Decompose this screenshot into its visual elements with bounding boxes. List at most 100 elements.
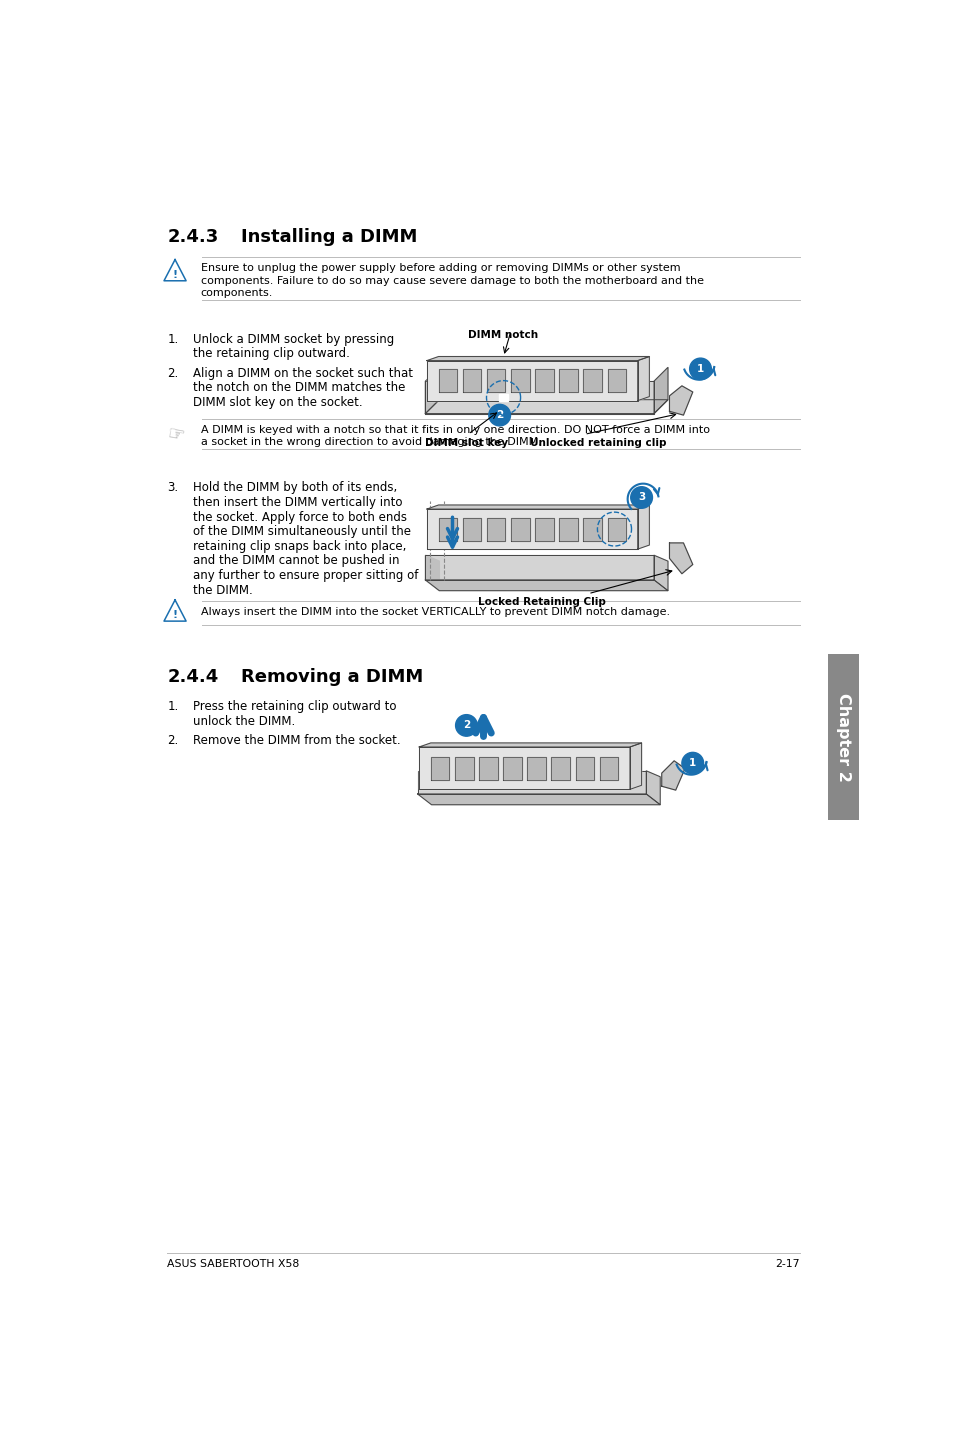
Polygon shape (654, 367, 667, 414)
Text: Press the retaining clip outward to: Press the retaining clip outward to (193, 700, 395, 713)
Text: 3.: 3. (167, 482, 178, 495)
Text: retaining clip snaps back into place,: retaining clip snaps back into place, (193, 539, 406, 552)
Text: DIMM slot key on the socket.: DIMM slot key on the socket. (193, 395, 362, 408)
Text: of the DIMM simultaneously until the: of the DIMM simultaneously until the (193, 525, 411, 538)
Polygon shape (478, 756, 497, 779)
Text: Locked Retaining Clip: Locked Retaining Clip (477, 597, 605, 607)
Polygon shape (427, 361, 637, 401)
Polygon shape (527, 756, 545, 779)
Polygon shape (669, 385, 692, 416)
Polygon shape (425, 555, 654, 580)
Text: 1.: 1. (167, 332, 178, 345)
Text: 2.: 2. (167, 733, 178, 746)
Polygon shape (575, 756, 594, 779)
Text: 2.4.3: 2.4.3 (167, 229, 218, 246)
Text: 2: 2 (462, 720, 470, 731)
Polygon shape (582, 370, 601, 393)
Polygon shape (425, 367, 439, 414)
Circle shape (630, 486, 652, 508)
Text: DIMM notch: DIMM notch (468, 329, 537, 339)
Polygon shape (438, 518, 456, 541)
Polygon shape (511, 370, 529, 393)
Text: then insert the DIMM vertically into: then insert the DIMM vertically into (193, 496, 402, 509)
Text: Align a DIMM on the socket such that: Align a DIMM on the socket such that (193, 367, 413, 380)
Bar (827, 654, 858, 820)
Text: 2-17: 2-17 (775, 1260, 799, 1268)
Polygon shape (427, 357, 649, 361)
Polygon shape (637, 505, 649, 549)
Text: Always insert the DIMM into the socket VERTICALLY to prevent DIMM notch damage.: Always insert the DIMM into the socket V… (200, 607, 669, 617)
Polygon shape (486, 518, 505, 541)
Polygon shape (418, 743, 641, 746)
Text: 2: 2 (496, 410, 503, 420)
Text: the socket. Apply force to both ends: the socket. Apply force to both ends (193, 510, 406, 523)
Polygon shape (164, 600, 186, 621)
Text: 2.4.4: 2.4.4 (167, 667, 218, 686)
Circle shape (689, 358, 711, 380)
Text: 3: 3 (638, 492, 644, 502)
Text: !: ! (172, 610, 177, 620)
Polygon shape (164, 260, 186, 280)
Polygon shape (629, 743, 641, 789)
Polygon shape (438, 370, 456, 393)
Text: the retaining clip outward.: the retaining clip outward. (193, 348, 350, 361)
Polygon shape (498, 394, 508, 401)
Polygon shape (502, 756, 521, 779)
Polygon shape (417, 794, 659, 805)
Polygon shape (551, 756, 570, 779)
Text: !: ! (172, 270, 177, 280)
Polygon shape (607, 370, 625, 393)
Text: Removing a DIMM: Removing a DIMM (241, 667, 423, 686)
Polygon shape (486, 370, 505, 393)
Polygon shape (535, 370, 553, 393)
Text: components. Failure to do so may cause severe damage to both the motherboard and: components. Failure to do so may cause s… (200, 276, 703, 286)
Polygon shape (607, 518, 625, 541)
Text: Remove the DIMM from the socket.: Remove the DIMM from the socket. (193, 733, 400, 746)
Polygon shape (645, 771, 659, 805)
Text: 1: 1 (696, 364, 703, 374)
Text: A DIMM is keyed with a notch so that it fits in only one direction. DO NOT force: A DIMM is keyed with a notch so that it … (200, 426, 709, 436)
Polygon shape (654, 555, 667, 591)
Polygon shape (462, 370, 480, 393)
Text: DIMM slot key: DIMM slot key (425, 439, 508, 449)
Polygon shape (417, 771, 645, 794)
Text: the DIMM.: the DIMM. (193, 584, 253, 597)
Polygon shape (427, 509, 637, 549)
Polygon shape (582, 518, 601, 541)
Polygon shape (558, 370, 578, 393)
Polygon shape (425, 555, 439, 591)
Polygon shape (637, 357, 649, 401)
Polygon shape (599, 756, 618, 779)
Text: Unlocked retaining clip: Unlocked retaining clip (530, 439, 666, 449)
Text: 2.: 2. (167, 367, 178, 380)
Text: Installing a DIMM: Installing a DIMM (241, 229, 416, 246)
Polygon shape (418, 746, 629, 789)
Text: the notch on the DIMM matches the: the notch on the DIMM matches the (193, 381, 405, 394)
Text: any further to ensure proper sitting of: any further to ensure proper sitting of (193, 569, 417, 582)
Polygon shape (425, 580, 667, 591)
Text: ☞: ☞ (165, 424, 185, 446)
Polygon shape (455, 756, 473, 779)
Circle shape (681, 752, 703, 774)
Text: ASUS SABERTOOTH X58: ASUS SABERTOOTH X58 (167, 1260, 299, 1268)
Circle shape (456, 715, 476, 736)
Polygon shape (425, 381, 654, 414)
Polygon shape (511, 518, 529, 541)
Text: and the DIMM cannot be pushed in: and the DIMM cannot be pushed in (193, 555, 399, 568)
Polygon shape (431, 756, 449, 779)
Circle shape (488, 404, 510, 426)
Text: Unlock a DIMM socket by pressing: Unlock a DIMM socket by pressing (193, 332, 394, 345)
Text: unlock the DIMM.: unlock the DIMM. (193, 715, 294, 728)
Text: a socket in the wrong direction to avoid damaging the DIMM.: a socket in the wrong direction to avoid… (200, 437, 541, 447)
Text: Hold the DIMM by both of its ends,: Hold the DIMM by both of its ends, (193, 482, 396, 495)
Text: 1.: 1. (167, 700, 178, 713)
Polygon shape (535, 518, 553, 541)
Polygon shape (558, 518, 578, 541)
Polygon shape (462, 518, 480, 541)
Text: components.: components. (200, 288, 273, 298)
Polygon shape (427, 505, 649, 509)
Text: Chapter 2: Chapter 2 (835, 693, 850, 782)
Polygon shape (669, 544, 692, 574)
Text: Ensure to unplug the power supply before adding or removing DIMMs or other syste: Ensure to unplug the power supply before… (200, 263, 679, 273)
Polygon shape (425, 400, 667, 414)
